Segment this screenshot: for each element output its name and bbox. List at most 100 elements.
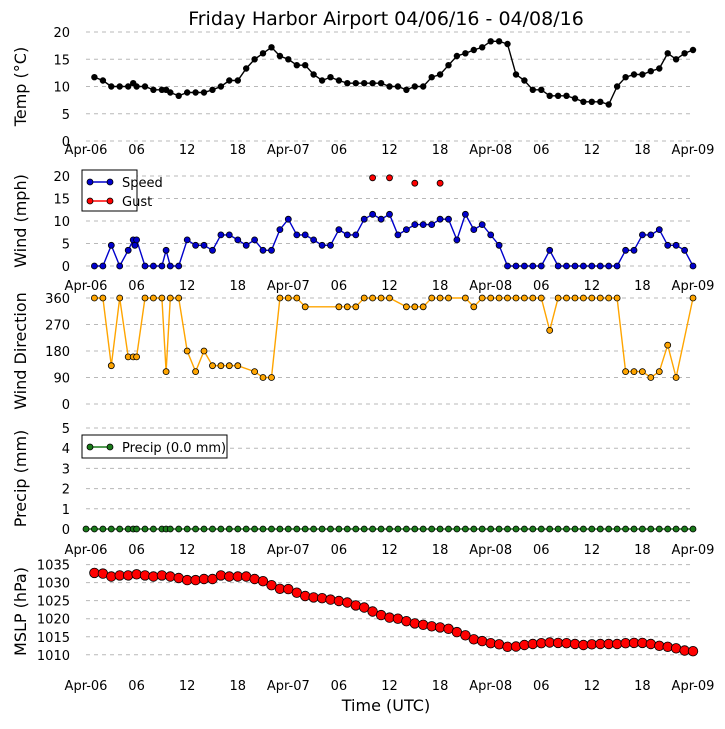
data-point xyxy=(527,638,539,650)
series-wind-gust xyxy=(369,174,444,187)
data-point xyxy=(428,73,435,81)
x-tick-label: 18 xyxy=(634,543,651,558)
data-point xyxy=(301,303,309,311)
data-point xyxy=(504,262,511,270)
data-point xyxy=(276,525,284,533)
x-tick-label: 18 xyxy=(432,279,449,294)
data-point xyxy=(234,525,242,533)
x-tick-label: 12 xyxy=(381,279,398,294)
data-point xyxy=(141,525,149,533)
data-point xyxy=(91,262,98,270)
data-point xyxy=(461,210,469,218)
data-point xyxy=(419,221,427,229)
data-point xyxy=(445,215,452,223)
data-point xyxy=(318,77,326,84)
data-point xyxy=(689,262,697,270)
data-point xyxy=(554,262,562,270)
data-point xyxy=(318,525,326,533)
y-tick-label: 20 xyxy=(53,170,70,185)
data-point xyxy=(82,525,90,533)
data-point xyxy=(344,79,351,87)
data-point xyxy=(394,231,402,239)
data-point xyxy=(462,50,469,57)
x-tick-label: Apr-07 xyxy=(267,279,310,294)
data-point xyxy=(310,71,317,78)
data-point xyxy=(478,294,486,302)
data-point xyxy=(327,525,334,533)
data-point xyxy=(107,362,115,370)
data-point xyxy=(613,262,621,270)
x-tick-label: Apr-06 xyxy=(65,543,108,558)
data-point xyxy=(588,525,596,533)
data-point xyxy=(428,221,436,229)
data-point xyxy=(251,368,259,376)
data-point xyxy=(436,215,444,223)
legend-box xyxy=(81,434,228,459)
data-point xyxy=(605,262,613,270)
data-point xyxy=(327,241,334,249)
data-point xyxy=(662,641,673,653)
data-point xyxy=(504,40,511,48)
data-point xyxy=(639,368,646,376)
chart-title: Friday Harbor Airport 04/06/16 - 04/08/1… xyxy=(188,8,584,30)
data-point xyxy=(141,294,149,302)
data-point xyxy=(108,83,115,90)
x-tick-label: Apr-07 xyxy=(267,143,310,158)
data-point xyxy=(580,262,587,270)
data-point xyxy=(165,571,176,582)
data-point xyxy=(335,525,343,533)
y-tick-label: 0 xyxy=(62,135,70,150)
data-point xyxy=(605,101,612,108)
data-point xyxy=(183,525,191,533)
data-point xyxy=(369,294,377,302)
data-point xyxy=(386,210,393,218)
data-point xyxy=(318,241,326,249)
data-point xyxy=(335,303,343,311)
data-point xyxy=(445,61,452,69)
y-tick-label: 1025 xyxy=(37,595,70,610)
data-point xyxy=(394,525,402,533)
data-point xyxy=(200,89,208,96)
series-precip-precip-0-0-mm- xyxy=(82,525,697,533)
x-tick-label: 12 xyxy=(179,279,196,294)
data-point xyxy=(162,368,170,376)
data-point xyxy=(529,294,537,302)
data-point xyxy=(166,294,174,302)
data-point xyxy=(226,77,233,84)
data-point xyxy=(217,525,225,533)
data-point xyxy=(672,374,680,381)
data-point xyxy=(369,174,377,182)
data-point xyxy=(655,226,663,234)
y-tick-label: 4 xyxy=(62,442,70,457)
data-point xyxy=(325,594,336,605)
data-point xyxy=(563,294,570,302)
data-point xyxy=(487,231,495,239)
data-point xyxy=(268,44,275,51)
data-point xyxy=(234,236,242,244)
panel-pressure: 1010 1015 1020 1025 1030 1035 MSLP (hPa) Apr-06… xyxy=(11,559,714,694)
data-point xyxy=(141,83,149,90)
x-tick-label: 06 xyxy=(533,143,550,158)
x-tick-label: Apr-08 xyxy=(469,543,512,558)
data-point xyxy=(276,226,284,234)
data-point xyxy=(689,525,697,533)
data-point xyxy=(470,525,478,533)
y-axis-label-temperature: Temp (°C) xyxy=(11,47,30,127)
data-point xyxy=(285,56,292,63)
y-tick-label: 15 xyxy=(53,193,70,208)
data-point xyxy=(133,525,141,533)
data-point xyxy=(613,525,621,533)
data-point xyxy=(510,641,522,652)
data-point xyxy=(588,294,596,302)
data-point xyxy=(470,303,478,311)
data-point xyxy=(183,347,191,355)
data-point xyxy=(580,294,587,302)
series-temperature-temp xyxy=(91,38,697,108)
y-tick-label: 1010 xyxy=(37,649,70,664)
data-point xyxy=(664,50,671,57)
data-point xyxy=(166,262,174,270)
data-point xyxy=(461,525,469,533)
data-point xyxy=(242,241,250,249)
data-point xyxy=(571,95,579,102)
